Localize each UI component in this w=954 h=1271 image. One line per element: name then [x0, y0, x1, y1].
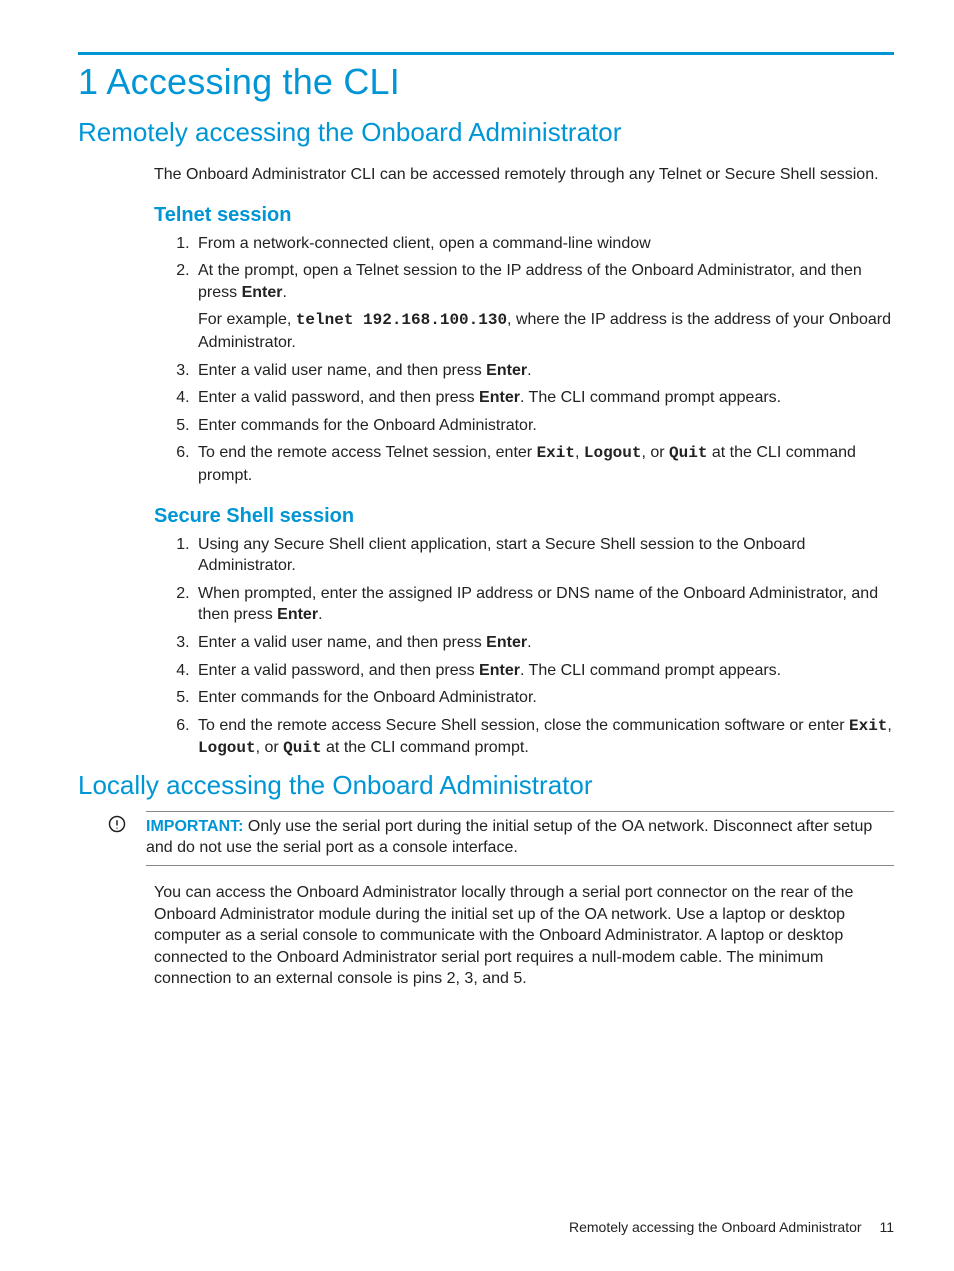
code-telnet-example: telnet 192.168.100.130 [296, 311, 507, 329]
code-exit: Exit [537, 444, 575, 462]
step-text: At the prompt, open a Telnet session to … [198, 262, 862, 301]
list-item: Using any Secure Shell client applicatio… [194, 534, 894, 577]
section-remote-heading: Remotely accessing the Onboard Administr… [78, 117, 894, 148]
page-footer: Remotely accessing the Onboard Administr… [569, 1219, 894, 1235]
code-quit: Quit [283, 739, 321, 757]
list-item: To end the remote access Secure Shell se… [194, 715, 894, 760]
remote-intro-text: The Onboard Administrator CLI can be acc… [154, 164, 894, 186]
list-item: At the prompt, open a Telnet session to … [194, 260, 894, 353]
list-item: Enter a valid password, and then press E… [194, 660, 894, 682]
step-text: at the CLI command prompt. [322, 739, 529, 756]
step-text: Enter a valid password, and then press [198, 662, 479, 679]
key-enter: Enter [242, 284, 283, 301]
local-access-text: You can access the Onboard Administrator… [154, 882, 894, 990]
step-text: . [318, 606, 322, 623]
ssh-steps-list: Using any Secure Shell client applicatio… [154, 534, 894, 760]
code-quit: Quit [669, 444, 707, 462]
key-enter: Enter [277, 606, 318, 623]
step-text: For example, [198, 311, 296, 328]
key-enter: Enter [479, 662, 520, 679]
top-rule [78, 52, 894, 55]
document-page: 1 Accessing the CLI Remotely accessing t… [0, 0, 954, 1271]
list-item: Enter commands for the Onboard Administr… [194, 687, 894, 709]
important-content: IMPORTANT: Only use the serial port duri… [146, 811, 894, 866]
step-text: To end the remote access Telnet session,… [198, 444, 537, 461]
telnet-steps-list: From a network-connected client, open a … [154, 233, 894, 487]
code-logout: Logout [198, 739, 256, 757]
list-item: Enter commands for the Onboard Administr… [194, 415, 894, 437]
important-icon [108, 811, 146, 838]
chapter-title: 1 Accessing the CLI [78, 61, 894, 103]
step-text: From a network-connected client, open a … [198, 235, 651, 252]
step-text: Enter a valid password, and then press [198, 389, 479, 406]
important-note: IMPORTANT: Only use the serial port duri… [108, 811, 894, 866]
code-exit: Exit [849, 717, 887, 735]
step-text: Enter a valid user name, and then press [198, 634, 486, 651]
step-text: To end the remote access Secure Shell se… [198, 717, 849, 734]
step-text: . [527, 362, 531, 379]
step-text: , or [256, 739, 284, 756]
code-logout: Logout [584, 444, 642, 462]
key-enter: Enter [486, 634, 527, 651]
step-text: . [527, 634, 531, 651]
section-local-heading: Locally accessing the Onboard Administra… [78, 770, 894, 801]
list-item: When prompted, enter the assigned IP add… [194, 583, 894, 626]
step-text: , or [641, 444, 669, 461]
step-subtext: For example, telnet 192.168.100.130, whe… [198, 309, 894, 353]
list-item: Enter a valid user name, and then press … [194, 632, 894, 654]
subsection-telnet-heading: Telnet session [154, 204, 894, 227]
important-label: IMPORTANT: [146, 818, 243, 835]
step-text: Enter commands for the Onboard Administr… [198, 689, 537, 706]
list-item: Enter a valid password, and then press E… [194, 387, 894, 409]
important-text: Only use the serial port during the init… [146, 818, 872, 857]
step-text: Enter commands for the Onboard Administr… [198, 417, 537, 434]
step-text: , [887, 717, 891, 734]
step-text: , [575, 444, 584, 461]
footer-section-text: Remotely accessing the Onboard Administr… [569, 1219, 862, 1235]
footer-page-number: 11 [879, 1219, 894, 1235]
list-item: To end the remote access Telnet session,… [194, 442, 894, 486]
step-text: Enter a valid user name, and then press [198, 362, 486, 379]
subsection-ssh-heading: Secure Shell session [154, 505, 894, 528]
key-enter: Enter [479, 389, 520, 406]
key-enter: Enter [486, 362, 527, 379]
step-text: . The CLI command prompt appears. [520, 662, 781, 679]
list-item: Enter a valid user name, and then press … [194, 360, 894, 382]
step-text: Using any Secure Shell client applicatio… [198, 536, 805, 575]
list-item: From a network-connected client, open a … [194, 233, 894, 255]
step-text: . The CLI command prompt appears. [520, 389, 781, 406]
step-text: . [282, 284, 286, 301]
